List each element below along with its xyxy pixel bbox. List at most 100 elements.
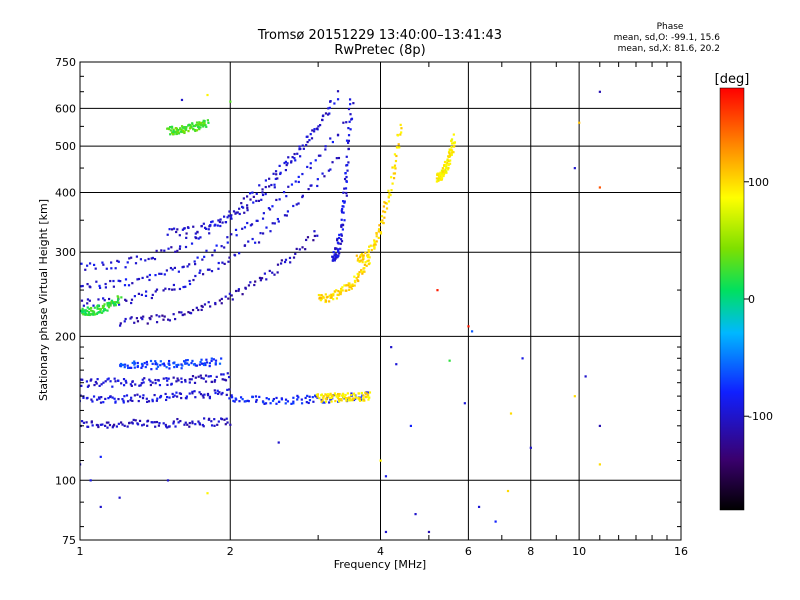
data-point (147, 400, 151, 403)
data-point (334, 257, 337, 260)
data-point (255, 192, 258, 195)
data-point (400, 131, 403, 134)
data-point (300, 402, 304, 405)
data-point (155, 321, 159, 324)
data-point (177, 270, 180, 273)
colorbar-tick-label: 0 (748, 293, 755, 306)
data-point (93, 383, 96, 387)
data-point (171, 268, 174, 271)
data-point (328, 112, 331, 115)
data-point (363, 263, 366, 266)
data-point (219, 218, 222, 221)
data-point (113, 303, 117, 306)
data-point (195, 306, 198, 309)
data-point (331, 256, 334, 259)
data-point (332, 259, 335, 262)
y-tick-label: 100 (55, 474, 76, 487)
data-point (170, 382, 173, 385)
data-point (444, 163, 448, 167)
data-point (463, 402, 466, 405)
data-point (598, 424, 601, 428)
data-point (180, 98, 184, 102)
data-point (230, 294, 233, 297)
data-point (382, 221, 385, 225)
data-point (381, 219, 384, 222)
data-point (81, 307, 84, 310)
data-point (445, 170, 448, 173)
data-point (89, 479, 92, 482)
data-point (100, 396, 103, 399)
data-point (80, 420, 84, 423)
data-point (146, 424, 149, 427)
colorbar (719, 87, 745, 511)
data-point (155, 399, 158, 402)
data-point (319, 124, 322, 127)
data-point (354, 397, 357, 400)
data-point (88, 312, 91, 315)
data-point (467, 325, 470, 328)
data-point (104, 380, 107, 383)
data-point (598, 463, 601, 466)
data-point (368, 391, 372, 394)
data-point (86, 302, 89, 305)
data-point (340, 224, 343, 227)
data-point (198, 123, 201, 126)
data-point (123, 363, 127, 366)
data-point (358, 397, 361, 400)
data-point (290, 402, 293, 405)
data-point (169, 125, 172, 129)
data-point (324, 112, 328, 115)
data-point (357, 392, 360, 395)
data-point (136, 278, 139, 281)
data-point (148, 378, 151, 381)
data-point (449, 159, 452, 162)
data-point (184, 380, 187, 383)
data-point (125, 299, 128, 302)
data-point (136, 423, 140, 426)
x-axis-label: Frequency [MHz] (334, 558, 426, 571)
data-point (102, 297, 105, 300)
data-point (306, 140, 309, 144)
data-point (91, 309, 94, 313)
data-point (154, 274, 157, 277)
data-point (208, 362, 211, 365)
data-point (438, 172, 441, 175)
data-point (378, 224, 381, 227)
data-point (350, 118, 353, 121)
data-point (313, 230, 316, 233)
data-point (137, 277, 141, 281)
data-point (346, 141, 350, 144)
data-point (353, 275, 356, 278)
data-point (80, 463, 82, 466)
data-point (86, 282, 89, 286)
data-point (143, 362, 146, 365)
data-point (335, 297, 339, 300)
data-point (94, 313, 97, 316)
data-point (342, 396, 345, 399)
data-point (337, 156, 341, 160)
data-point (427, 530, 431, 534)
data-point (261, 188, 264, 191)
data-point (203, 119, 206, 123)
data-point (183, 126, 186, 129)
data-point (373, 243, 376, 246)
data-point (117, 398, 120, 401)
data-point (84, 309, 87, 312)
data-point (313, 130, 316, 133)
data-point (202, 425, 205, 428)
data-point (353, 394, 356, 397)
data-point (199, 121, 202, 124)
data-point (369, 244, 372, 247)
data-point (185, 128, 188, 131)
data-point (274, 177, 277, 181)
data-point (173, 288, 176, 291)
data-point (124, 298, 127, 301)
data-point (345, 139, 349, 142)
data-point (92, 263, 96, 267)
phase-stats-x: mean, sd,X: 81.6, 20.2 (617, 44, 720, 54)
data-point (347, 134, 351, 137)
data-point (180, 367, 183, 370)
y-tick-label: 500 (55, 140, 76, 153)
data-point (185, 126, 188, 129)
data-point (259, 279, 262, 282)
